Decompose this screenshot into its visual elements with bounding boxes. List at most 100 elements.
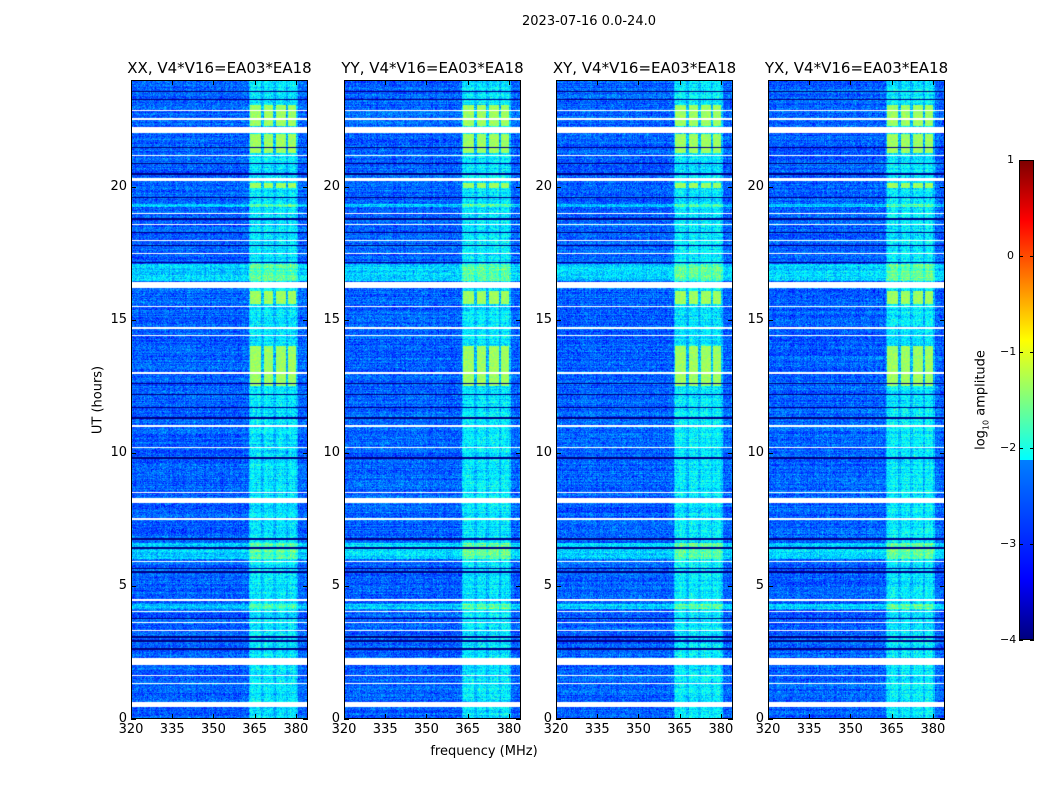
y-tick-mark	[131, 585, 136, 587]
x-tick-label: 350	[626, 722, 651, 737]
y-tick-label: 10	[110, 444, 127, 460]
x-tick-mark	[809, 80, 811, 85]
x-tick-label: 320	[331, 722, 357, 737]
colorbar-tick-mark	[1019, 160, 1023, 161]
x-tick-mark	[679, 714, 681, 719]
y-tick-mark	[940, 186, 945, 188]
y-tick-mark	[516, 585, 521, 587]
x-tick-mark	[932, 80, 934, 85]
x-tick-mark	[720, 714, 722, 719]
x-tick-mark	[467, 80, 469, 85]
y-tick-mark	[556, 452, 561, 454]
y-tick-mark	[728, 186, 733, 188]
x-tick-mark	[850, 714, 852, 719]
y-tick-label: 20	[535, 178, 552, 194]
x-tick-mark	[638, 80, 640, 85]
y-tick-label: 20	[110, 178, 127, 194]
y-tick-label: 5	[755, 577, 764, 593]
y-tick-label: 5	[543, 577, 552, 593]
colorbar-tick-mark	[1030, 352, 1034, 353]
y-tick-label: 0	[118, 711, 127, 726]
y-tick-mark	[303, 319, 308, 321]
y-tick-label: 5	[331, 577, 340, 593]
x-tick-mark	[679, 80, 681, 85]
y-tick-mark	[303, 186, 308, 188]
y-tick-mark	[344, 452, 349, 454]
x-tick-mark	[254, 80, 256, 85]
x-tick-mark	[344, 80, 345, 85]
x-tick-mark	[768, 714, 769, 719]
x-tick-mark	[809, 714, 811, 719]
colorbar	[1019, 160, 1034, 640]
colorbar-tick-mark	[1019, 640, 1023, 641]
x-tick-label: 365	[667, 722, 693, 737]
x-tick-label: 350	[201, 722, 226, 737]
colorbar-label-sub: 10	[981, 419, 991, 431]
colorbar-tick-label: 1	[1007, 153, 1014, 166]
y-tick-mark	[768, 186, 773, 188]
colorbar-tick-label: −1	[1000, 345, 1017, 358]
y-tick-mark	[131, 452, 136, 454]
colorbar-tick-mark	[1019, 544, 1023, 545]
colorbar-tick-mark	[1030, 256, 1034, 257]
y-tick-mark	[556, 585, 561, 587]
x-tick-mark	[426, 714, 428, 719]
x-tick-mark	[508, 714, 510, 719]
x-tick-mark	[932, 714, 934, 719]
x-tick-mark	[768, 80, 769, 85]
colorbar-tick-mark	[1019, 352, 1023, 353]
x-tick-mark	[295, 80, 297, 85]
panel-title: XY, V4*V16=EA03*EA18	[552, 59, 737, 77]
y-tick-mark	[940, 585, 945, 587]
y-tick-mark	[344, 319, 349, 321]
y-tick-label: 0	[755, 711, 764, 726]
heatmap-canvas	[132, 81, 307, 718]
x-tick-mark	[213, 80, 215, 85]
heatmap-canvas	[345, 81, 520, 718]
panel-title: XX, V4*V16=EA03*EA18	[127, 59, 312, 77]
y-tick-mark	[556, 319, 561, 321]
y-tick-mark	[768, 585, 773, 587]
colorbar-tick-mark	[1019, 256, 1023, 257]
x-tick-mark	[254, 714, 256, 719]
heatmap-panel	[768, 80, 945, 719]
x-tick-mark	[295, 714, 297, 719]
y-tick-mark	[516, 452, 521, 454]
y-tick-label: 15	[535, 311, 552, 327]
colorbar-tick-mark	[1030, 160, 1034, 161]
x-tick-mark	[556, 80, 557, 85]
x-tick-mark	[556, 714, 557, 719]
colorbar-label-prefix: log	[973, 430, 989, 450]
x-tick-mark	[891, 714, 893, 719]
x-tick-mark	[172, 80, 174, 85]
colorbar-tick-label: −4	[1000, 633, 1017, 646]
y-tick-label: 10	[323, 444, 340, 460]
y-tick-label: 15	[110, 311, 127, 327]
y-tick-mark	[728, 452, 733, 454]
y-tick-mark	[303, 719, 308, 720]
y-tick-mark	[131, 186, 136, 188]
x-tick-mark	[508, 80, 510, 85]
y-tick-mark	[768, 319, 773, 321]
heatmap-panel	[131, 80, 308, 719]
x-tick-label: 350	[414, 722, 439, 737]
y-tick-mark	[344, 585, 349, 587]
y-tick-mark	[768, 719, 773, 720]
colorbar-tick-label: 0	[1007, 249, 1014, 262]
x-tick-mark	[638, 714, 640, 719]
x-tick-mark	[131, 714, 132, 719]
y-tick-mark	[728, 319, 733, 321]
colorbar-tick-label: −3	[1000, 537, 1017, 550]
heatmap-panel	[344, 80, 521, 719]
x-tick-mark	[850, 80, 852, 85]
x-tick-label: 335	[372, 722, 398, 737]
x-tick-mark	[131, 80, 132, 85]
y-tick-mark	[768, 452, 773, 454]
x-tick-label: 335	[159, 722, 185, 737]
y-tick-mark	[303, 585, 308, 587]
y-tick-mark	[940, 452, 945, 454]
y-tick-mark	[344, 186, 349, 188]
colorbar-tick-mark	[1030, 448, 1034, 449]
x-axis-label: frequency (MHz)	[430, 744, 538, 759]
y-tick-label: 20	[747, 178, 764, 194]
